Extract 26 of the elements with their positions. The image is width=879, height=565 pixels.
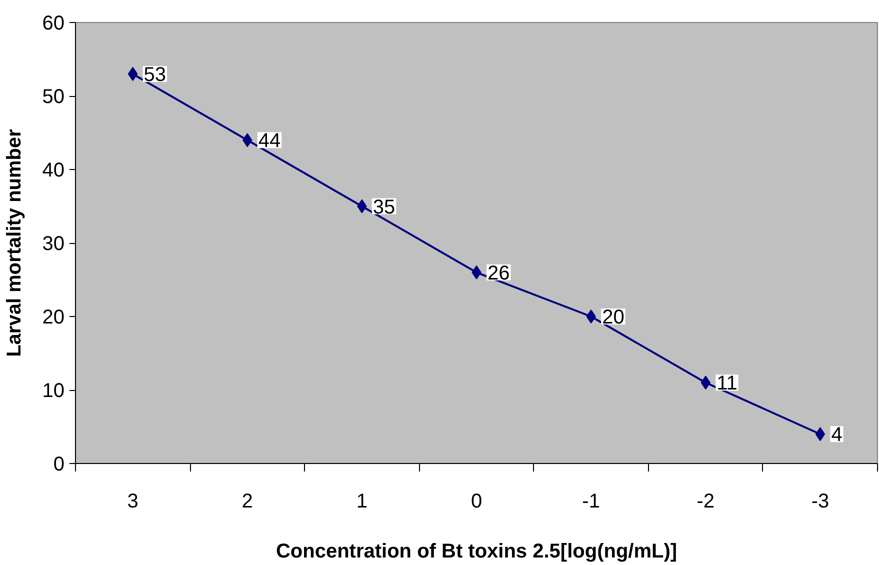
y-tick-label: 20	[42, 306, 65, 328]
point	[128, 66, 138, 81]
data-label: 44	[258, 130, 281, 152]
x-tick-label: -3	[811, 490, 830, 512]
data-label: 4	[831, 424, 842, 446]
data-label: 35	[372, 196, 396, 218]
y-tick-label: 50	[42, 86, 65, 108]
data-label: 11	[716, 372, 738, 395]
x-tick-label: 1	[356, 490, 368, 512]
point	[815, 427, 826, 442]
y-tick-label: 40	[42, 160, 65, 182]
y-axis-title: Larval mortality number	[3, 128, 26, 357]
x-tick-label: 2	[242, 490, 253, 512]
point	[586, 310, 596, 324]
x-tick-label: -1	[582, 490, 600, 512]
data-label: 26	[488, 262, 510, 284]
y-tick-label: 30	[42, 233, 65, 255]
x-axis-title: Concentration of Bt toxins 2.5[log(ng/mL)]	[276, 540, 678, 562]
y-tick-label: 60	[42, 12, 65, 34]
y-tick-label: 0	[53, 454, 64, 476]
x-tick-label: -2	[696, 490, 715, 512]
x-tick-label: 3	[127, 490, 138, 512]
data-label: 53	[144, 64, 166, 86]
data-label: 20	[602, 306, 624, 328]
y-tick-label: 10	[42, 380, 65, 402]
x-tick-label: 0	[470, 490, 482, 512]
